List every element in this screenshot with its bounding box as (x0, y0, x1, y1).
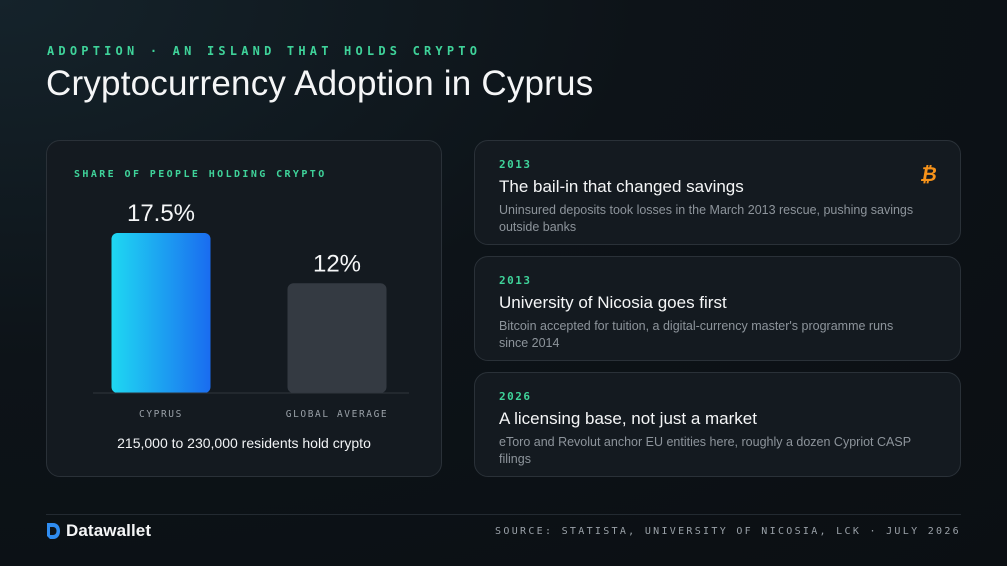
bar-global-average (287, 283, 387, 393)
page-title: Cryptocurrency Adoption in Cyprus (46, 64, 594, 103)
source-note: SOURCE: STATISTA, UNIVERSITY OF NICOSIA,… (495, 526, 961, 537)
chart-card: 17.5% CYPRUS 12% GLOBAL AVERAGE SHARE OF PE… (46, 140, 442, 477)
brand-logo: Datawallet (46, 520, 151, 542)
category-label: GLOBAL AVERAGE (286, 409, 388, 420)
event-card-licensing: 2026 A licensing base, not just a market… (474, 372, 961, 477)
bar-cyprus (111, 233, 211, 393)
bar-value-label: 17.5% (127, 200, 195, 227)
event-description: Bitcoin accepted for tuition, a digital-… (499, 319, 894, 350)
datawallet-logo-icon (47, 523, 60, 539)
bar-value-label: 12% (313, 250, 361, 277)
event-year: 2013 (499, 158, 532, 171)
event-title: University of Nicosia goes first (499, 293, 727, 312)
svg-text:₿: ₿ (919, 163, 938, 185)
eyebrow-label: ADOPTION · AN ISLAND THAT HOLDS CRYPTO (47, 44, 482, 58)
bitcoin-icon: ₿ (919, 163, 938, 185)
event-description: eToro and Revolut anchor EU entities her… (499, 435, 911, 466)
event-card-bail-in: 2013 The bail-in that changed savings Un… (474, 140, 961, 245)
category-label: CYPRUS (139, 409, 183, 420)
event-title: A licensing base, not just a market (499, 409, 757, 428)
brand-name: Datawallet (66, 521, 152, 540)
event-year: 2013 (499, 274, 532, 287)
bar-chart: 17.5% CYPRUS 12% GLOBAL AVERAGE (93, 200, 409, 420)
event-description: Uninsured deposits took losses in the Ma… (499, 203, 914, 234)
footer-divider (46, 514, 961, 515)
chart-title: SHARE OF PEOPLE HOLDING CRYPTO (74, 169, 327, 180)
event-year: 2026 (499, 390, 532, 403)
event-card-nicosia: 2013 University of Nicosia goes first Bi… (474, 256, 961, 361)
chart-caption: 215,000 to 230,000 residents hold crypto (117, 435, 371, 451)
event-title: The bail-in that changed savings (499, 177, 744, 196)
